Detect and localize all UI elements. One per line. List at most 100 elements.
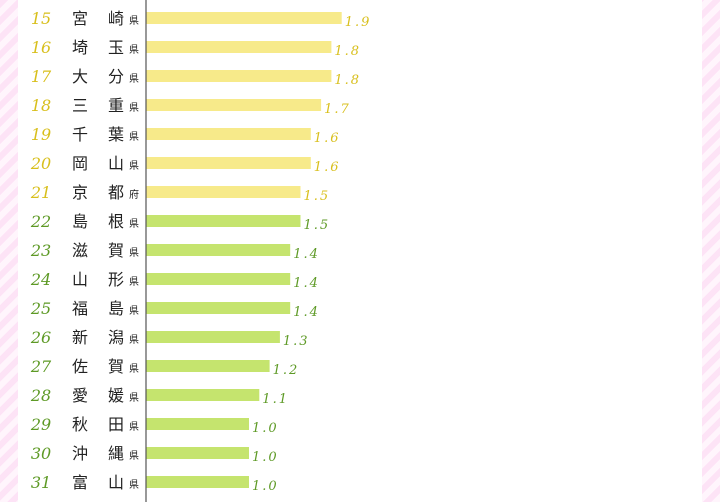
bar: [146, 244, 291, 256]
bar: [146, 128, 311, 140]
prefecture-suffix: 県: [129, 305, 139, 317]
prefecture-suffix: 県: [129, 247, 139, 259]
bar: [146, 157, 311, 169]
bar: [146, 12, 342, 24]
bar: [146, 41, 332, 53]
prefecture-suffix: 県: [129, 392, 139, 404]
rank-label: 25: [30, 299, 51, 318]
bar: [146, 273, 291, 285]
value-label: 1.5: [304, 218, 331, 233]
prefecture-name-char: 都: [108, 183, 124, 202]
prefecture-suffix: 県: [129, 218, 139, 230]
prefecture-suffix: 県: [129, 44, 139, 56]
prefecture-suffix: 県: [129, 131, 139, 143]
value-label: 1.6: [314, 131, 341, 146]
prefecture-name-char: 田: [108, 415, 124, 434]
rank-label: 31: [31, 473, 51, 492]
prefecture-name-char: 賀: [108, 357, 124, 376]
value-label: 1.0: [252, 479, 279, 494]
rank-label: 21: [30, 183, 51, 202]
prefecture-name-char: 滋: [72, 241, 88, 260]
prefecture-suffix: 県: [129, 421, 139, 433]
bar: [146, 389, 260, 401]
prefecture-name-char: 葉: [108, 125, 124, 144]
bar: [146, 418, 249, 430]
rank-label: 30: [31, 444, 51, 463]
prefecture-suffix: 県: [129, 276, 139, 288]
rank-label: 28: [30, 386, 51, 405]
value-label: 1.8: [334, 73, 361, 88]
rank-label: 26: [30, 328, 51, 347]
prefecture-name-char: 秋: [72, 415, 88, 434]
rank-label: 16: [31, 38, 51, 57]
rank-label: 20: [30, 154, 51, 173]
rank-label: 27: [30, 357, 52, 376]
prefecture-name-char: 宮: [72, 9, 88, 28]
value-label: 1.4: [293, 247, 320, 262]
prefecture-suffix: 県: [129, 363, 139, 375]
rank-label: 24: [30, 270, 51, 289]
prefecture-name-char: 潟: [108, 328, 124, 347]
prefecture-name-char: 富: [72, 473, 88, 492]
prefecture-name-char: 福: [72, 299, 88, 318]
rank-label: 17: [31, 67, 52, 86]
rank-label: 18: [31, 96, 51, 115]
prefecture-name-char: 玉: [108, 38, 124, 57]
prefecture-suffix: 県: [129, 334, 139, 346]
prefecture-name-char: 山: [108, 154, 124, 173]
value-label: 1.3: [283, 334, 310, 349]
prefecture-suffix: 県: [129, 102, 139, 114]
prefecture-suffix: 県: [129, 160, 139, 172]
rank-label: 22: [30, 212, 51, 231]
prefecture-name-char: 山: [108, 473, 124, 492]
prefecture-name-char: 形: [108, 270, 124, 289]
value-label: 1.9: [345, 15, 372, 30]
bar: [146, 476, 249, 488]
prefecture-name-char: 愛: [72, 386, 88, 405]
prefecture-name-char: 縄: [108, 444, 124, 463]
value-label: 1.4: [293, 276, 320, 291]
chart-panel: 15 宮崎県 1.9 16 埼玉県 1.8 17 大分県 1.8 18 三重県 1.7 19 千葉県 1.6…: [18, 0, 702, 502]
prefecture-name-char: 大: [72, 67, 88, 86]
prefecture-name-char: 賀: [108, 241, 124, 260]
prefecture-name-char: 重: [108, 96, 124, 115]
bar-chart: 15 宮崎県 1.916 埼玉県 1.817 大分県 1.818 三重県 1.719 千葉県 1.6…: [30, 0, 372, 502]
rank-label: 19: [31, 125, 51, 144]
bar: [146, 215, 301, 227]
value-label: 1.2: [273, 363, 300, 378]
bar: [146, 331, 280, 343]
bar: [146, 70, 332, 82]
prefecture-name-char: 沖: [72, 444, 88, 463]
bar: [146, 186, 301, 198]
value-label: 1.6: [314, 160, 341, 175]
value-label: 1.0: [252, 421, 279, 436]
bar: [146, 360, 270, 372]
prefecture-name-char: 三: [72, 96, 88, 115]
prefecture-name-char: 埼: [72, 38, 88, 57]
prefecture-name-char: 分: [108, 67, 124, 86]
bar: [146, 447, 249, 459]
value-label: 1.0: [252, 450, 279, 465]
prefecture-name-char: 島: [108, 299, 124, 318]
prefecture-name-char: 新: [72, 328, 88, 347]
prefecture-name-char: 根: [108, 212, 124, 231]
rank-label: 23: [30, 241, 51, 260]
value-label: 1.5: [304, 189, 331, 204]
value-label: 1.1: [262, 392, 289, 407]
prefecture-name-char: 島: [72, 212, 88, 231]
prefecture-name-char: 媛: [108, 386, 124, 405]
rank-label: 29: [30, 415, 51, 434]
prefecture-name-char: 山: [72, 270, 88, 289]
prefecture-suffix: 府: [129, 188, 139, 201]
bar: [146, 302, 291, 314]
prefecture-name-char: 崎: [108, 9, 124, 28]
prefecture-name-char: 千: [72, 125, 88, 144]
prefecture-suffix: 県: [129, 479, 139, 491]
value-label: 1.7: [324, 102, 351, 117]
prefecture-name-char: 佐: [72, 357, 88, 376]
prefecture-suffix: 県: [129, 450, 139, 462]
prefecture-suffix: 県: [129, 73, 139, 85]
rank-label: 15: [31, 9, 51, 28]
value-label: 1.4: [293, 305, 320, 320]
value-label: 1.8: [334, 44, 361, 59]
